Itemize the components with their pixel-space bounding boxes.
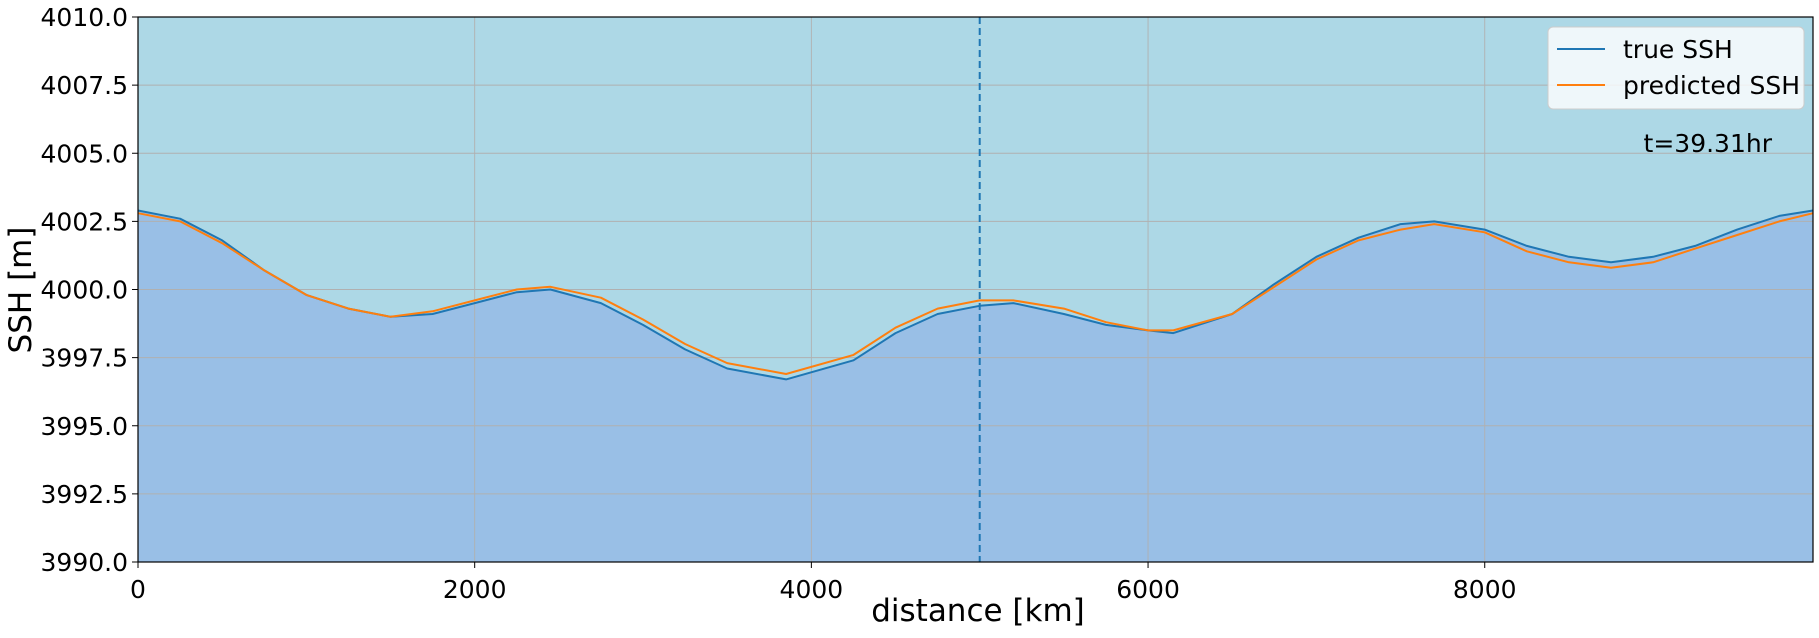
y-tick-label: 4005.0 xyxy=(41,139,128,168)
legend-label-predicted-ssh: predicted SSH xyxy=(1623,71,1800,100)
time-annotation: t=39.31hr xyxy=(1644,129,1773,158)
y-tick-label: 4002.5 xyxy=(41,207,128,236)
series-lines xyxy=(137,209,1814,381)
x-tick-label: 2000 xyxy=(443,575,507,604)
y-tick-label: 3990.0 xyxy=(41,548,128,577)
y-tick-label: 4000.0 xyxy=(41,276,128,305)
tick-labels: 0 2000 4000 6000 8000 3990.0 3992.5 3995.0 3997.… xyxy=(41,3,1517,604)
x-tick-label: 4000 xyxy=(780,575,844,604)
y-axis-label: SSH [m] xyxy=(3,227,39,354)
x-tick-label: 0 xyxy=(130,575,146,604)
water-fill-area xyxy=(138,210,1813,562)
x-tick-label: 6000 xyxy=(1116,575,1180,604)
y-tick-label: 4007.5 xyxy=(41,71,128,100)
y-tick-label: 4010.0 xyxy=(41,3,128,32)
y-tick-label: 3995.0 xyxy=(41,412,128,441)
y-tick-label: 3992.5 xyxy=(41,480,128,509)
legend-box xyxy=(1547,26,1805,110)
x-tick-label: 8000 xyxy=(1453,575,1517,604)
x-axis-label: distance [km] xyxy=(871,593,1085,629)
legend: true SSH predicted SSH xyxy=(1547,26,1805,110)
predicted-ssh-line xyxy=(137,212,1814,375)
legend-label-true-ssh: true SSH xyxy=(1623,35,1733,64)
true-ssh-line xyxy=(137,209,1814,381)
y-tick-label: 3997.5 xyxy=(41,344,128,373)
